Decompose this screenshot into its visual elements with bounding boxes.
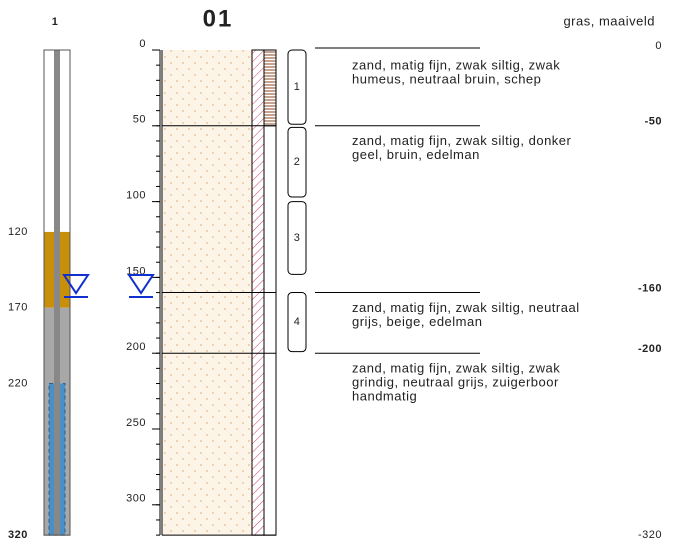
page: {"well": {"label": "1", "depth_labels": … xyxy=(0,0,694,544)
well-depth: 220 xyxy=(8,377,28,389)
tick-label: 250 xyxy=(126,417,146,429)
humus xyxy=(264,50,276,126)
tick-label: 0 xyxy=(139,38,146,50)
layer-description: zand, matig fijn, zwak siltig, zwak xyxy=(352,361,560,376)
well-depth: 170 xyxy=(8,302,28,314)
drawing: 12017022032005010015020025030012340zand,… xyxy=(8,38,662,541)
sample-label: 3 xyxy=(294,232,301,244)
pipe xyxy=(54,50,60,535)
well-depth: 120 xyxy=(8,226,28,238)
sample-label: 1 xyxy=(294,81,301,93)
borehole-log: 1 01 gras, maaiveld 12017022032005010015… xyxy=(0,0,694,544)
layer-description: grijs, beige, edelman xyxy=(352,314,482,329)
layer-description: humeus, neutraal bruin, schep xyxy=(352,71,541,86)
layer-depth: -200 xyxy=(638,343,662,355)
well-depth: 320 xyxy=(8,529,28,541)
tick-label: 200 xyxy=(126,341,146,353)
layer-description: geel, bruin, edelman xyxy=(352,147,480,162)
end-depth: -320 xyxy=(638,529,662,541)
layer-depth: -160 xyxy=(638,282,662,294)
well-label: 1 xyxy=(52,16,59,28)
layer-description: grindig, neutraal grijs, zuigerboor xyxy=(352,375,559,390)
layer-description: handmatig xyxy=(352,389,417,404)
layer-description: zand, matig fijn, zwak siltig, donker xyxy=(352,133,572,148)
column-title: 01 xyxy=(203,5,234,32)
sample-label: 4 xyxy=(294,316,301,328)
surface-text: gras, maaiveld xyxy=(563,13,655,28)
column-water-level xyxy=(129,275,153,297)
tick-label: 300 xyxy=(126,493,146,505)
layer-depth: 0 xyxy=(655,40,662,52)
layer-description: zand, matig fijn, zwak siltig, zwak xyxy=(352,57,560,72)
tick-label: 100 xyxy=(126,190,146,202)
tick-label: 50 xyxy=(133,114,146,126)
layer-depth: -50 xyxy=(645,116,662,128)
layer-description: zand, matig fijn, zwak siltig, neutraal xyxy=(352,300,580,315)
sample-label: 2 xyxy=(294,156,301,168)
